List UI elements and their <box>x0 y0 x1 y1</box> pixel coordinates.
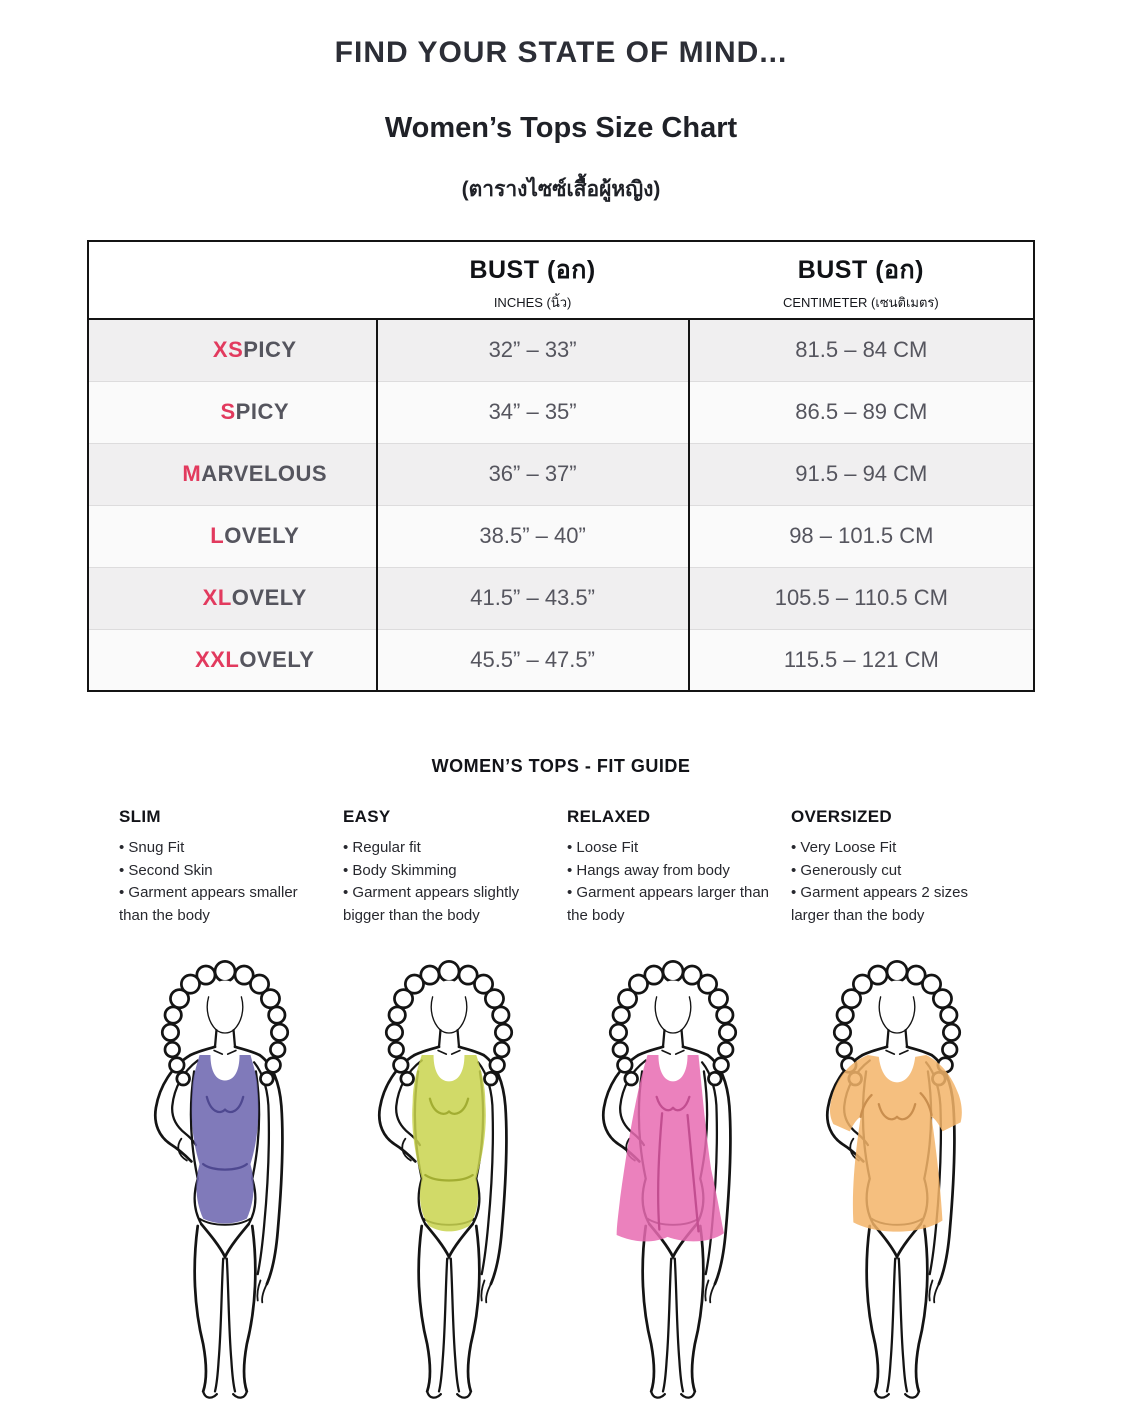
bust-cm-value: 91.5 – 94 CM <box>687 442 1034 505</box>
bust-inches-value: 45.5” – 47.5” <box>375 628 689 691</box>
size-name: XLOVELY <box>88 566 377 629</box>
size-rest: OVELY <box>239 646 315 672</box>
fit-bullet: Generously cut <box>791 860 1003 883</box>
fit-bullet: Hangs away from body <box>567 860 779 883</box>
fit-bullets: Loose Fit Hangs away from body Garment a… <box>567 837 779 927</box>
fit-guide-section: WOMEN’S TOPS - FIT GUIDE SLIM Snug Fit S… <box>0 756 1122 1408</box>
figure-relaxed <box>567 953 779 1408</box>
table-row: XXLOVELY 45.5” – 47.5” 115.5 – 121 CM <box>88 628 1034 691</box>
fit-bullet: Very Loose Fit <box>791 837 1003 860</box>
bust-cm-header: BUST (อก) CENTIMETER (เซนติเมตร) <box>688 241 1034 320</box>
table-row: SPICY 34” – 35” 86.5 – 89 CM <box>88 380 1034 443</box>
fit-column-easy: EASY Regular fit Body Skimming Garment a… <box>343 807 555 1408</box>
fit-bullet: Garment appears smaller than the body <box>119 882 331 927</box>
size-column-header <box>88 241 377 320</box>
fit-name: SLIM <box>119 807 161 826</box>
bust-inches-value: 41.5” – 43.5” <box>375 566 689 629</box>
fit-name: RELAXED <box>567 807 651 826</box>
woman-figure-easy-illustration <box>377 960 514 1400</box>
fit-bullet: Garment appears larger than the body <box>567 882 779 927</box>
bust-cm-value: 105.5 – 110.5 CM <box>687 566 1034 629</box>
size-rest: OVELY <box>231 585 307 610</box>
bust-inches-value: 34” – 35” <box>375 380 689 443</box>
page-title: FIND YOUR STATE OF MIND... <box>334 36 788 69</box>
size-accent: XS <box>212 337 244 363</box>
size-name: XXLOVELY <box>88 628 377 691</box>
bust-cm-value: 86.5 – 89 CM <box>687 380 1034 443</box>
bust-cm-title: BUST (อก) <box>797 256 924 284</box>
fit-guide-columns: SLIM Snug Fit Second Skin Garment appear… <box>119 807 1003 1408</box>
woman-figure-oversized-illustration <box>825 960 962 1400</box>
size-rest: PICY <box>235 399 290 424</box>
size-name: MARVELOUS <box>88 442 377 505</box>
figure-slim <box>119 953 331 1408</box>
fit-bullet: Snug Fit <box>119 837 331 860</box>
bust-cm-value: 98 – 101.5 CM <box>687 504 1034 567</box>
size-accent: S <box>220 399 236 424</box>
fit-bullet: Loose Fit <box>567 837 779 860</box>
size-accent: XXL <box>195 646 240 672</box>
bust-cm-unit: CENTIMETER (เซนติเมตร) <box>782 295 939 310</box>
fit-bullet: Garment appears 2 sizes larger than the … <box>791 882 1003 927</box>
size-accent: L <box>210 523 225 548</box>
fit-bullet: Regular fit <box>343 837 555 860</box>
bust-inches-title: BUST (อก) <box>469 256 596 284</box>
bust-cm-value: 81.5 – 84 CM <box>687 319 1034 381</box>
fit-column-oversized: OVERSIZED Very Loose Fit Generously cut … <box>791 807 1003 1408</box>
fit-bullets: Snug Fit Second Skin Garment appears sma… <box>119 837 331 927</box>
woman-figure-slim-illustration <box>153 960 290 1400</box>
bust-inches-value: 38.5” – 40” <box>375 504 689 567</box>
table-row: XSPICY 32” – 33” 81.5 – 84 CM <box>88 319 1034 381</box>
size-rest: ARVELOUS <box>201 461 328 486</box>
fit-bullet: Garment appears slightly bigger than the… <box>343 882 555 927</box>
fit-bullet: Second Skin <box>119 860 331 883</box>
size-rest: PICY <box>243 337 297 363</box>
table-header-row: BUST (อก) INCHES (นิ้ว) BUST (อก) CENTIM… <box>88 241 1034 320</box>
fit-name: EASY <box>343 807 391 826</box>
fit-bullets: Regular fit Body Skimming Garment appear… <box>343 837 555 927</box>
bust-inches-unit: INCHES (นิ้ว) <box>493 295 572 310</box>
fit-bullet: Body Skimming <box>343 860 555 883</box>
size-chart-table: BUST (อก) INCHES (นิ้ว) BUST (อก) CENTIM… <box>87 240 1035 692</box>
figure-easy <box>343 953 555 1408</box>
bust-inches-value: 36” – 37” <box>375 442 689 505</box>
fit-name: OVERSIZED <box>791 807 892 826</box>
table-row: MARVELOUS 36” – 37” 91.5 – 94 CM <box>88 442 1034 505</box>
size-name: XSPICY <box>88 319 377 381</box>
fit-column-slim: SLIM Snug Fit Second Skin Garment appear… <box>119 807 331 1408</box>
bust-cm-value: 115.5 – 121 CM <box>687 628 1034 691</box>
table-row: XLOVELY 41.5” – 43.5” 105.5 – 110.5 CM <box>88 566 1034 629</box>
table-row: LOVELY 38.5” – 40” 98 – 101.5 CM <box>88 504 1034 567</box>
page-subtitle-thai: (ตารางไซซ์เสื้อผู้หญิง) <box>461 178 661 201</box>
size-accent: XL <box>202 585 232 610</box>
bust-inches-header: BUST (อก) INCHES (นิ้ว) <box>376 241 689 320</box>
fit-bullets: Very Loose Fit Generously cut Garment ap… <box>791 837 1003 927</box>
page-subtitle: Women’s Tops Size Chart <box>384 112 738 144</box>
fit-guide-title: WOMEN’S TOPS - FIT GUIDE <box>431 756 691 776</box>
woman-figure-relaxed-illustration <box>601 960 738 1400</box>
bust-inches-value: 32” – 33” <box>375 319 689 381</box>
size-name: SPICY <box>88 380 377 443</box>
fit-column-relaxed: RELAXED Loose Fit Hangs away from body G… <box>567 807 779 1408</box>
size-name: LOVELY <box>88 504 377 567</box>
figure-oversized <box>791 953 1003 1408</box>
size-accent: M <box>182 461 202 486</box>
size-rest: OVELY <box>224 523 300 548</box>
